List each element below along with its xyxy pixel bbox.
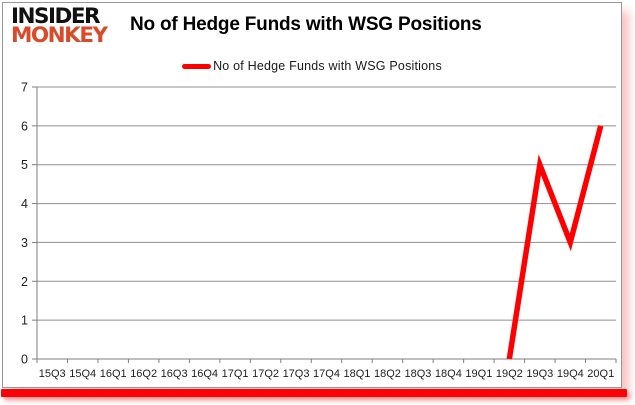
y-tick-label: 2 [21,275,28,289]
x-tick-label: 17Q4 [313,368,340,380]
x-tick-label: 19Q1 [465,368,492,380]
y-tick-label: 5 [21,158,28,172]
x-tick-label: 18Q3 [404,368,431,380]
y-tick-label: 1 [21,314,28,328]
logo-line-insider: INSIDER [11,4,101,29]
x-tick-label: 18Q4 [435,368,462,380]
x-tick-label: 20Q1 [587,368,614,380]
legend-label: No of Hedge Funds with WSG Positions [213,59,442,73]
chart-card: INSIDER MONKEY No of Hedge Funds with WS… [2,2,622,388]
legend-line-swatch [182,63,212,69]
x-tick-label: 18Q1 [344,368,371,380]
series-line [506,125,604,360]
legend: No of Hedge Funds with WSG Positions [3,59,621,73]
x-tick-label: 17Q1 [222,368,249,380]
x-tick-label: 18Q2 [374,368,401,380]
line-chart-svg: 0 1 2 3 4 5 6 7 15Q3 15Q4 16Q1 16Q2 16Q3 16Q4 17Q1 17Q2… [21,81,617,380]
y-tick-label: 6 [21,119,28,133]
x-tick-label: 19Q2 [496,368,523,380]
x-tick-label: 15Q3 [39,368,66,380]
x-tick-label: 17Q2 [252,368,279,380]
x-tick-label: 19Q4 [557,368,584,380]
y-tick-label: 0 [21,353,28,367]
y-tick-label: 3 [21,236,28,250]
red-bottom-bar [1,389,627,397]
y-tick-label: 4 [21,197,28,211]
chart-title: No of Hedge Funds with WSG Positions [130,14,482,35]
y-tick-label: 7 [21,81,28,95]
insider-monkey-logo: INSIDER MONKEY [11,4,108,48]
x-tick-label: 16Q3 [161,368,188,380]
x-tick-label: 16Q4 [191,368,218,380]
x-tick-label: 17Q3 [283,368,310,380]
x-tick-label: 19Q3 [526,368,553,380]
x-tick-label: 16Q1 [100,368,127,380]
logo-line-monkey: MONKEY [11,22,108,48]
x-tick-label: 15Q4 [69,368,96,380]
x-tick-label: 16Q2 [130,368,157,380]
